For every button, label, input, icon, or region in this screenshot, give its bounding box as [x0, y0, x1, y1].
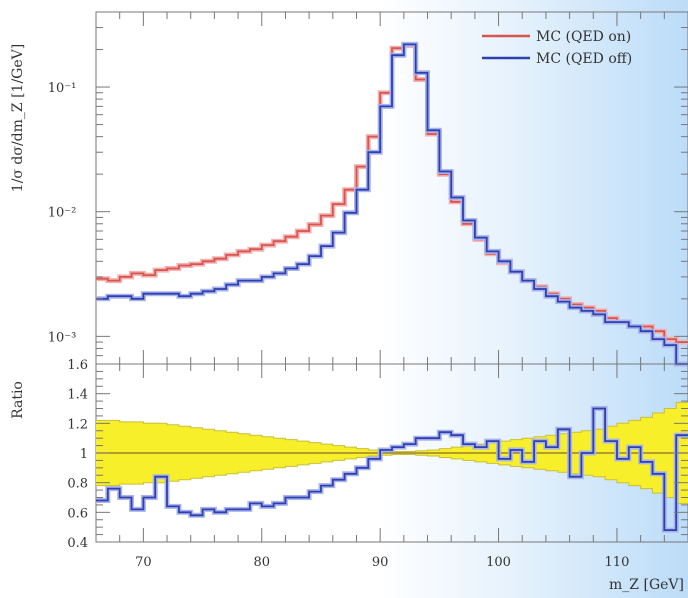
ratio-tick-label: 1 [80, 447, 88, 462]
ratio-tick-label: 1.4 [67, 388, 88, 403]
y-axis-label-bottom: Ratio [10, 381, 26, 419]
y-tick-label: 10⁻¹ [48, 81, 77, 96]
ratio-tick-label: 0.8 [67, 477, 88, 492]
y-tick-label: 10⁻² [48, 206, 77, 221]
ratio-series-line [96, 407, 688, 531]
ratio-tick-label: 1.2 [67, 417, 88, 432]
legend: MC (QED on) MC (QED off) [482, 29, 632, 67]
legend-label-qed-on: MC (QED on) [536, 29, 631, 45]
x-tick-label: 90 [372, 555, 389, 570]
legend-label-qed-off: MC (QED off) [536, 51, 632, 67]
y-axis-label-top: 1/σ dσ/dm_Z [1/GeV] [10, 44, 26, 192]
ratio-band-lower-edge [96, 454, 688, 504]
x-axis-label: m_Z [GeV] [609, 577, 684, 593]
series-qed-off-line [96, 43, 688, 365]
ratio-tick-label: 0.6 [67, 506, 88, 521]
x-tick-label: 80 [253, 555, 270, 570]
ratio-tick-label: 0.4 [67, 536, 88, 551]
x-tick-label: 100 [486, 555, 511, 570]
ratio-tick-label: 1.6 [67, 358, 88, 373]
x-tick-label: 110 [605, 555, 630, 570]
x-tick-label: 70 [135, 555, 152, 570]
y-tick-label: 10⁻³ [48, 330, 77, 345]
